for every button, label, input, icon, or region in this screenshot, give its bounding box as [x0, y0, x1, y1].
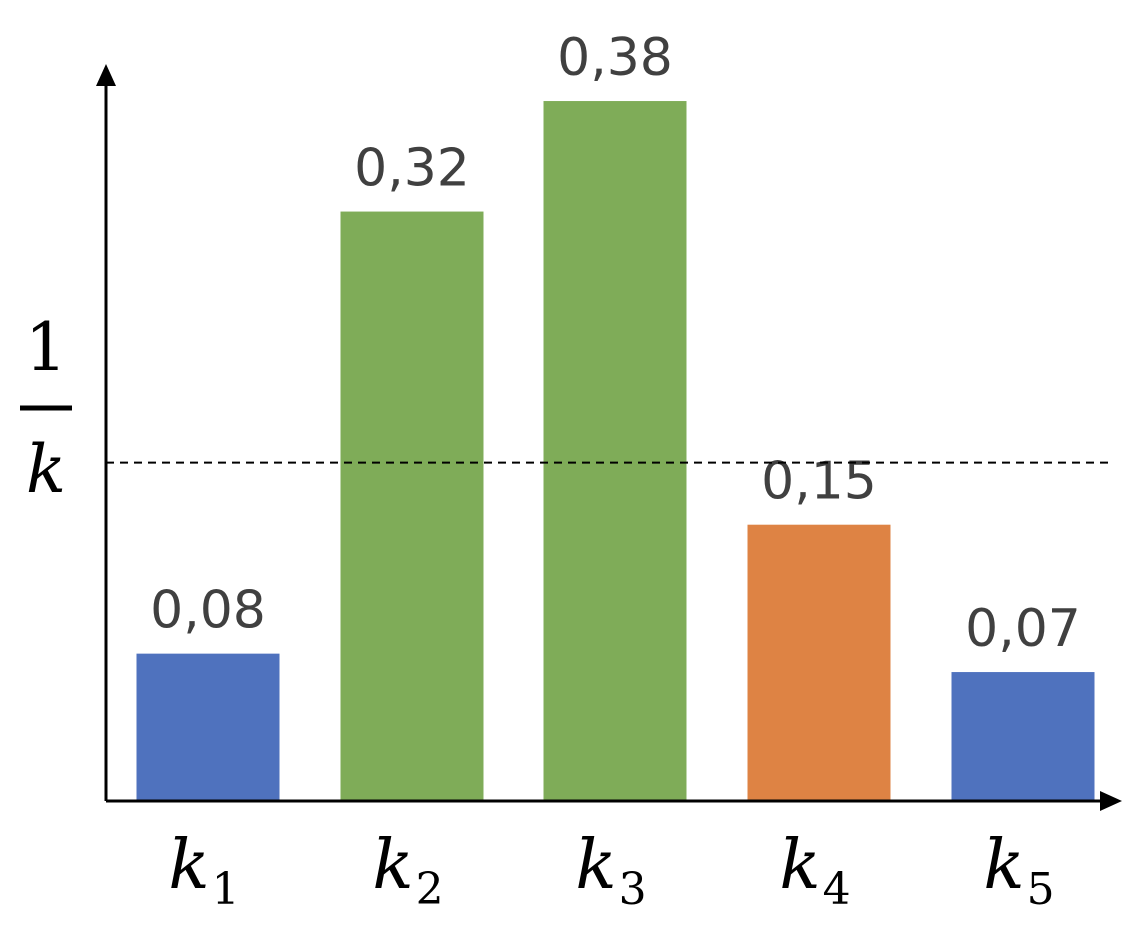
reference-label-denominator: k	[26, 431, 66, 508]
category-label-2: k2	[372, 826, 443, 915]
value-labels-group: 0,08 0,32 0,38 0,15 0,07	[150, 28, 1081, 659]
category-label-5: k5	[983, 826, 1054, 915]
category-subscript: 1	[212, 864, 240, 915]
value-label-3: 0,38	[557, 28, 673, 88]
reference-label-numerator: 1	[25, 309, 67, 386]
category-label-4: k4	[779, 826, 850, 915]
bar-4	[747, 524, 891, 801]
category-letter: k	[168, 826, 209, 905]
category-labels-group: k1 k2 k3 k4 k5	[168, 826, 1054, 915]
bar-2	[340, 211, 484, 801]
value-label-2: 0,32	[354, 139, 470, 199]
category-subscript: 2	[416, 864, 444, 915]
y-axis-arrow-icon	[96, 64, 116, 86]
category-subscript: 4	[823, 864, 851, 915]
category-letter: k	[983, 826, 1024, 905]
value-label-4: 0,15	[761, 452, 877, 512]
category-letter: k	[372, 826, 413, 905]
category-subscript: 5	[1027, 864, 1055, 915]
bars-group	[136, 101, 1095, 802]
bar-1	[136, 653, 280, 801]
category-label-1: k1	[168, 826, 239, 915]
bar-5	[951, 672, 1095, 801]
category-label-3: k3	[575, 826, 646, 915]
value-label-1: 0,08	[150, 581, 266, 641]
x-axis-arrow-icon	[1100, 791, 1122, 811]
reference-line-label: 1 k	[20, 309, 72, 508]
category-subscript: 3	[619, 864, 647, 915]
category-letter: k	[575, 826, 616, 905]
category-letter: k	[779, 826, 820, 905]
bar-3	[543, 101, 687, 802]
value-label-5: 0,07	[965, 599, 1081, 659]
